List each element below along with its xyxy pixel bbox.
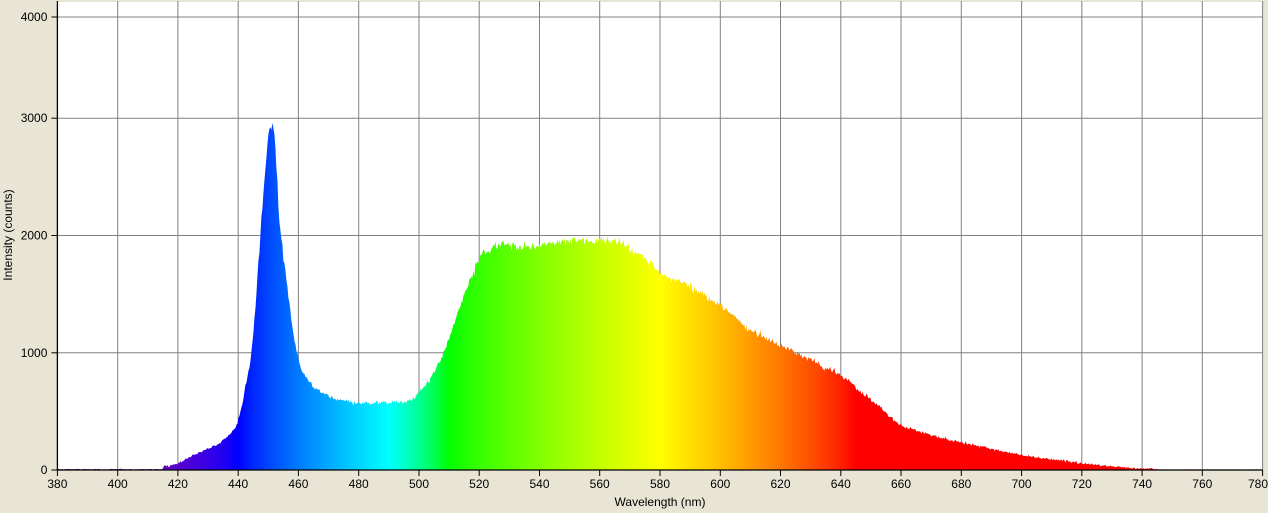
svg-text:580: 580 (650, 477, 670, 491)
svg-text:720: 720 (1072, 477, 1092, 491)
svg-text:520: 520 (469, 477, 489, 491)
svg-text:560: 560 (590, 477, 610, 491)
svg-text:440: 440 (228, 477, 248, 491)
svg-text:700: 700 (1012, 477, 1032, 491)
svg-text:500: 500 (409, 477, 429, 491)
svg-text:380: 380 (47, 477, 67, 491)
svg-text:460: 460 (288, 477, 308, 491)
svg-text:Intensity (counts): Intensity (counts) (1, 189, 15, 280)
svg-text:600: 600 (710, 477, 730, 491)
svg-text:780: 780 (1248, 477, 1268, 491)
svg-text:1000: 1000 (21, 346, 48, 360)
svg-text:760: 760 (1192, 477, 1212, 491)
svg-text:400: 400 (108, 477, 128, 491)
svg-text:4000: 4000 (21, 10, 48, 24)
svg-text:480: 480 (349, 477, 369, 491)
svg-text:420: 420 (168, 477, 188, 491)
svg-text:640: 640 (831, 477, 851, 491)
svg-text:Wavelength (nm): Wavelength (nm) (615, 495, 706, 509)
svg-text:740: 740 (1132, 477, 1152, 491)
svg-text:540: 540 (529, 477, 549, 491)
svg-text:620: 620 (770, 477, 790, 491)
svg-text:660: 660 (891, 477, 911, 491)
svg-text:2000: 2000 (21, 229, 48, 243)
svg-text:680: 680 (951, 477, 971, 491)
svg-text:3000: 3000 (21, 111, 48, 125)
svg-text:0: 0 (41, 463, 48, 477)
